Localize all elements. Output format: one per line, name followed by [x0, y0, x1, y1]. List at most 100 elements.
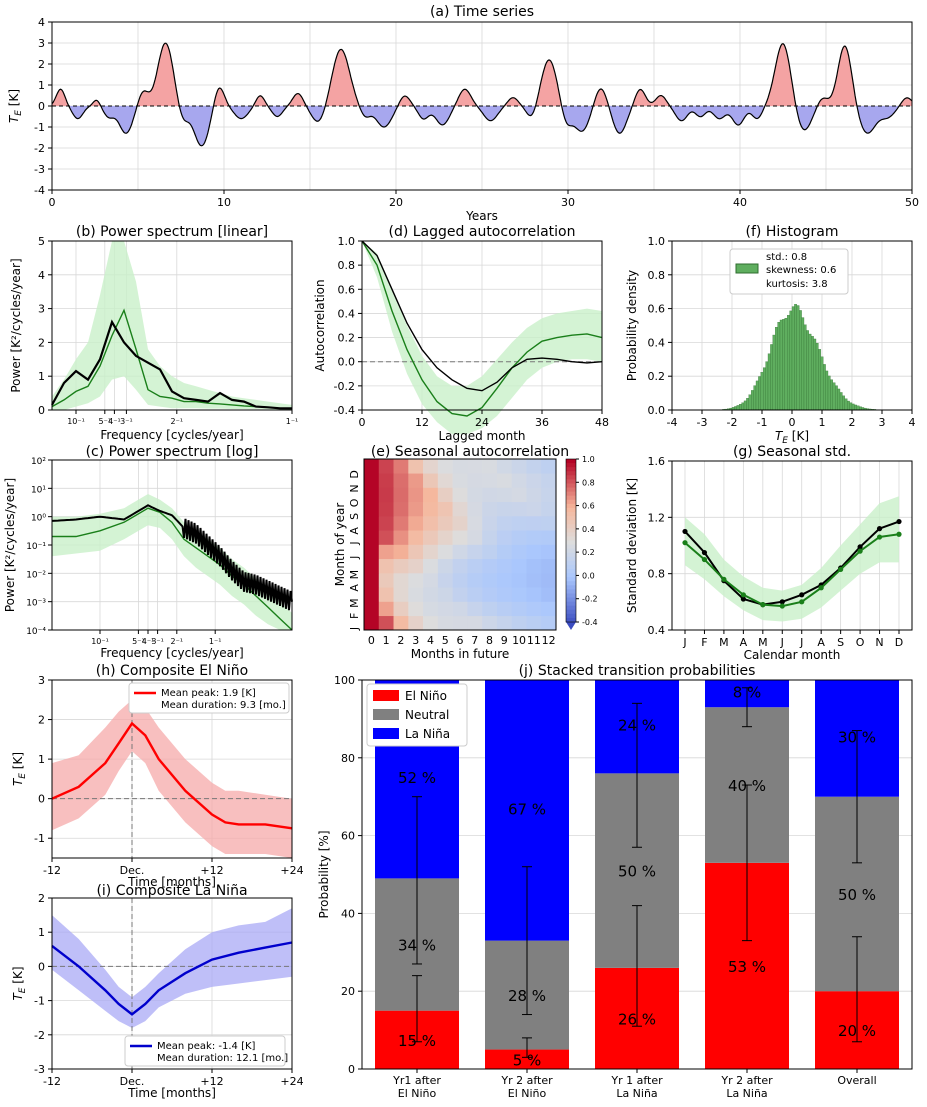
heatmap-cell: [541, 530, 557, 545]
heatmap-cell: [496, 544, 512, 560]
x-tick-label: 4⁻¹: [108, 417, 121, 426]
x-tick-label: Yr 2 after: [720, 1074, 773, 1087]
heatmap-cell: [467, 487, 483, 503]
heatmap-cell: [541, 601, 557, 617]
y-tick-label: 0.0: [338, 356, 356, 369]
y-tick-label: N: [348, 484, 361, 492]
y-tick-label: 100: [334, 674, 355, 687]
x-tick-label: -4: [667, 416, 678, 429]
heatmap-cell: [467, 587, 483, 602]
x-tick-label: 5: [442, 634, 449, 647]
y-axis-label: TE [K]: [7, 89, 24, 123]
observed-line: [361, 240, 603, 392]
heatmap-cell: [393, 601, 409, 617]
colorbar-segment: [566, 520, 576, 525]
chart-title: (e) Seasonal autocorrelation: [371, 444, 569, 460]
heatmap-cell: [452, 473, 468, 488]
observed-line: [51, 504, 293, 611]
confidence-band: [52, 908, 292, 1028]
heatmap-cell: [482, 558, 498, 574]
heatmap-cell: [393, 587, 409, 602]
heatmap-cell: [437, 615, 453, 631]
heatmap-cell: [423, 473, 439, 488]
x-tick-label: 1: [383, 634, 390, 647]
plot-frame: [363, 458, 557, 631]
x-tick-label: 8: [486, 634, 493, 647]
colorbar-segment: [566, 463, 576, 468]
heatmap-cell: [526, 615, 542, 631]
colorbar-segment: [566, 499, 576, 505]
heatmap-cell: [408, 601, 424, 617]
heatmap-cell: [511, 487, 527, 503]
x-tick-label: N: [875, 636, 883, 649]
histogram-bar: [791, 306, 795, 411]
y-tick-label: 2: [38, 892, 45, 905]
y-tick-label: 0.8: [648, 269, 666, 282]
colorbar-segment: [566, 585, 576, 590]
x-tick-label: 4: [909, 416, 916, 429]
y-tick-label: 1.0: [338, 235, 356, 248]
x-tick-label: 0: [49, 196, 56, 209]
y-tick-label: 3: [38, 37, 45, 50]
model-point: [740, 592, 746, 598]
y-tick-label: 1: [38, 79, 45, 92]
chart-title: (g) Seasonal std.: [733, 444, 851, 460]
histogram-bar: [842, 395, 845, 411]
x-tick-label: Dec.: [120, 1075, 145, 1088]
y-tick-label: 80: [341, 752, 355, 765]
colorbar-tick-label: 0.6: [582, 502, 595, 511]
colorbar-frame: [565, 458, 577, 623]
legend-stat: kurtosis: 3.8: [766, 279, 828, 290]
y-tick-label: 1.0: [648, 235, 666, 248]
model-point: [682, 540, 688, 546]
heatmap-cell: [511, 587, 527, 602]
y-tick-label: -1: [34, 832, 45, 845]
heatmap-cell: [423, 558, 439, 574]
heatmap-cell: [452, 530, 468, 545]
histogram-bar: [779, 319, 783, 411]
heatmap-cell: [378, 487, 394, 503]
heatmap-cell: [496, 615, 512, 631]
histogram-bar: [775, 327, 778, 411]
heatmap-cell: [467, 573, 483, 588]
y-tick-label: -4: [34, 184, 45, 197]
heatmap-cell: [423, 501, 439, 517]
histogram-bar: [787, 315, 790, 411]
bar-percent-label: 53 %: [728, 958, 766, 976]
histogram-bar: [767, 353, 771, 411]
y-tick-label: 1.2: [648, 511, 666, 524]
x-tick-label: -12: [43, 1075, 61, 1088]
histogram-bar: [813, 338, 817, 411]
x-tick-label: 6: [457, 634, 464, 647]
heatmap-cell: [364, 544, 380, 560]
x-tick-label: Yr 1 after: [610, 1074, 663, 1087]
histogram-bar: [835, 385, 838, 411]
y-tick-label: 2: [38, 336, 45, 349]
histogram-bar: [734, 406, 737, 411]
x-tick-label: 0: [359, 416, 366, 429]
x-tick-label: S: [837, 636, 844, 649]
y-tick-label: 10⁻²: [26, 570, 46, 580]
histogram-bar: [811, 336, 814, 411]
composite-el-nino-panel: -1 0 1 2 3 -12 Dec. +12 +24 (h) Composite El Niño…: [11, 663, 304, 889]
model-line: [52, 507, 293, 631]
heatmap-cell: [393, 459, 409, 474]
heatmap-cell: [364, 558, 380, 574]
colorbar-segment: [566, 459, 576, 464]
heatmap-cell: [393, 558, 409, 574]
heatmap-cell: [452, 615, 468, 631]
x-tick-label: A: [817, 636, 825, 649]
heatmap-cell: [393, 615, 409, 631]
heatmap-cell: [526, 573, 542, 588]
x-tick-label: D: [895, 636, 903, 649]
heatmap-cell: [378, 544, 394, 560]
colorbar-segment: [566, 573, 576, 578]
histogram-bar: [851, 403, 855, 411]
model-point: [896, 531, 902, 537]
plot-frame: [51, 240, 293, 411]
heatmap-cell: [541, 544, 557, 560]
x-tick-label: 50: [905, 196, 919, 209]
colorbar-tick-label: 0.8: [582, 478, 595, 487]
x-tick-label: 10⁻¹: [67, 417, 85, 426]
